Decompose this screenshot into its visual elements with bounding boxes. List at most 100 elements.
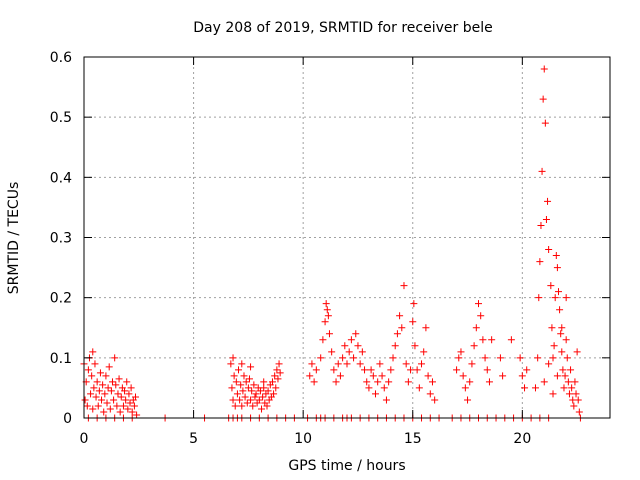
data-point bbox=[238, 402, 246, 410]
data-point bbox=[564, 378, 572, 386]
data-point bbox=[455, 354, 463, 362]
data-point bbox=[87, 390, 95, 398]
data-point bbox=[99, 381, 107, 389]
data-point bbox=[93, 378, 101, 386]
data-point bbox=[341, 342, 349, 350]
data-point bbox=[402, 360, 410, 368]
data-point bbox=[229, 354, 237, 362]
data-point bbox=[468, 360, 476, 368]
data-point bbox=[558, 324, 566, 332]
data-point bbox=[103, 399, 111, 407]
data-point bbox=[542, 215, 550, 223]
data-point bbox=[328, 348, 336, 356]
data-point bbox=[567, 366, 575, 374]
data-point bbox=[312, 366, 320, 374]
data-point bbox=[552, 252, 560, 260]
data-point bbox=[113, 402, 121, 410]
data-point bbox=[350, 354, 358, 362]
data-point bbox=[391, 342, 399, 350]
data-point bbox=[415, 384, 423, 392]
data-point bbox=[363, 378, 371, 386]
data-point bbox=[521, 384, 529, 392]
data-point bbox=[545, 360, 553, 368]
data-point bbox=[464, 396, 472, 404]
data-point bbox=[570, 402, 578, 410]
data-point bbox=[259, 393, 267, 401]
data-point bbox=[105, 363, 113, 371]
data-point bbox=[90, 384, 98, 392]
x-axis-title: GPS time / hours bbox=[288, 458, 405, 474]
data-point bbox=[256, 387, 264, 395]
data-point bbox=[367, 366, 375, 374]
data-point bbox=[424, 372, 432, 380]
chart-title: Day 208 of 2019, SRMTID for receiver bel… bbox=[193, 20, 492, 36]
data-point bbox=[343, 360, 351, 368]
data-point bbox=[124, 405, 132, 413]
data-point bbox=[260, 384, 268, 392]
data-point bbox=[431, 396, 439, 404]
data-point bbox=[112, 381, 120, 389]
data-point bbox=[272, 384, 280, 392]
data-point bbox=[332, 378, 340, 386]
data-point bbox=[539, 95, 547, 103]
data-point bbox=[398, 324, 406, 332]
data-point bbox=[574, 396, 582, 404]
data-point bbox=[334, 360, 342, 368]
data-point bbox=[475, 300, 482, 308]
data-point bbox=[336, 372, 344, 380]
data-point bbox=[378, 372, 386, 380]
data-point bbox=[241, 393, 249, 401]
data-point bbox=[380, 384, 388, 392]
data-point bbox=[562, 294, 570, 302]
data-point bbox=[240, 372, 248, 380]
data-point bbox=[243, 399, 251, 407]
y-tick-label: 0.1 bbox=[50, 351, 72, 367]
data-point bbox=[537, 221, 545, 229]
data-point bbox=[126, 399, 134, 407]
data-point bbox=[92, 393, 100, 401]
data-point bbox=[382, 396, 390, 404]
data-point bbox=[407, 366, 415, 374]
data-point bbox=[330, 366, 338, 374]
data-point bbox=[400, 282, 408, 290]
data-point bbox=[548, 324, 556, 332]
data-point bbox=[422, 324, 430, 332]
data-point bbox=[270, 390, 278, 398]
data-point bbox=[227, 360, 235, 368]
data-point bbox=[250, 381, 258, 389]
data-point bbox=[571, 378, 579, 386]
data-point bbox=[483, 366, 491, 374]
data-point bbox=[563, 354, 571, 362]
data-point bbox=[242, 378, 250, 386]
data-point bbox=[231, 402, 239, 410]
data-point bbox=[488, 336, 496, 344]
data-point bbox=[557, 330, 565, 338]
data-point bbox=[89, 405, 97, 413]
data-point bbox=[556, 306, 564, 314]
data-point bbox=[428, 378, 436, 386]
data-point bbox=[472, 324, 480, 332]
data-point bbox=[554, 288, 562, 296]
data-point bbox=[396, 312, 404, 320]
data-point bbox=[249, 402, 257, 410]
data-point bbox=[95, 387, 103, 395]
data-point bbox=[96, 369, 104, 377]
data-point bbox=[540, 65, 548, 73]
data-point bbox=[534, 354, 542, 362]
data-point bbox=[237, 381, 245, 389]
data-point bbox=[345, 348, 353, 356]
data-point bbox=[561, 372, 569, 380]
data-point bbox=[325, 330, 333, 338]
data-point bbox=[271, 372, 279, 380]
data-point bbox=[550, 342, 558, 350]
data-point bbox=[84, 366, 92, 374]
data-point bbox=[132, 393, 140, 401]
data-point bbox=[538, 167, 546, 175]
data-point bbox=[558, 348, 566, 356]
data-point bbox=[94, 402, 102, 410]
y-tick-label: 0.2 bbox=[50, 291, 72, 307]
data-point bbox=[317, 354, 325, 362]
data-point bbox=[358, 348, 366, 356]
data-point bbox=[88, 372, 96, 380]
